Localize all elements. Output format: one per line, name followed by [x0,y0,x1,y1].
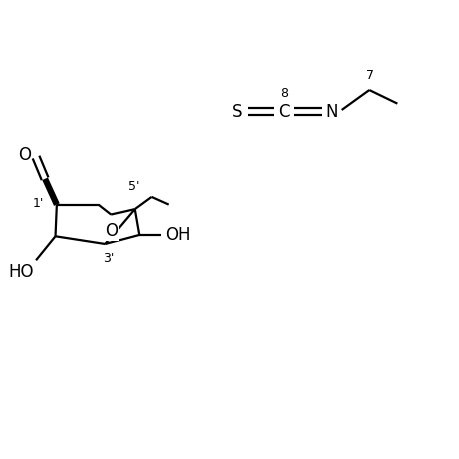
Text: HO: HO [8,263,34,280]
Text: N: N [325,103,338,121]
Text: O: O [18,146,32,164]
Text: 7: 7 [366,69,374,82]
Text: S: S [231,103,242,121]
Text: C: C [279,103,290,121]
Text: 1': 1' [33,197,44,210]
Text: 8: 8 [280,87,288,100]
Text: OH: OH [166,226,191,244]
Text: O: O [105,222,118,240]
Text: 3': 3' [103,252,114,265]
Text: 5': 5' [128,180,140,193]
